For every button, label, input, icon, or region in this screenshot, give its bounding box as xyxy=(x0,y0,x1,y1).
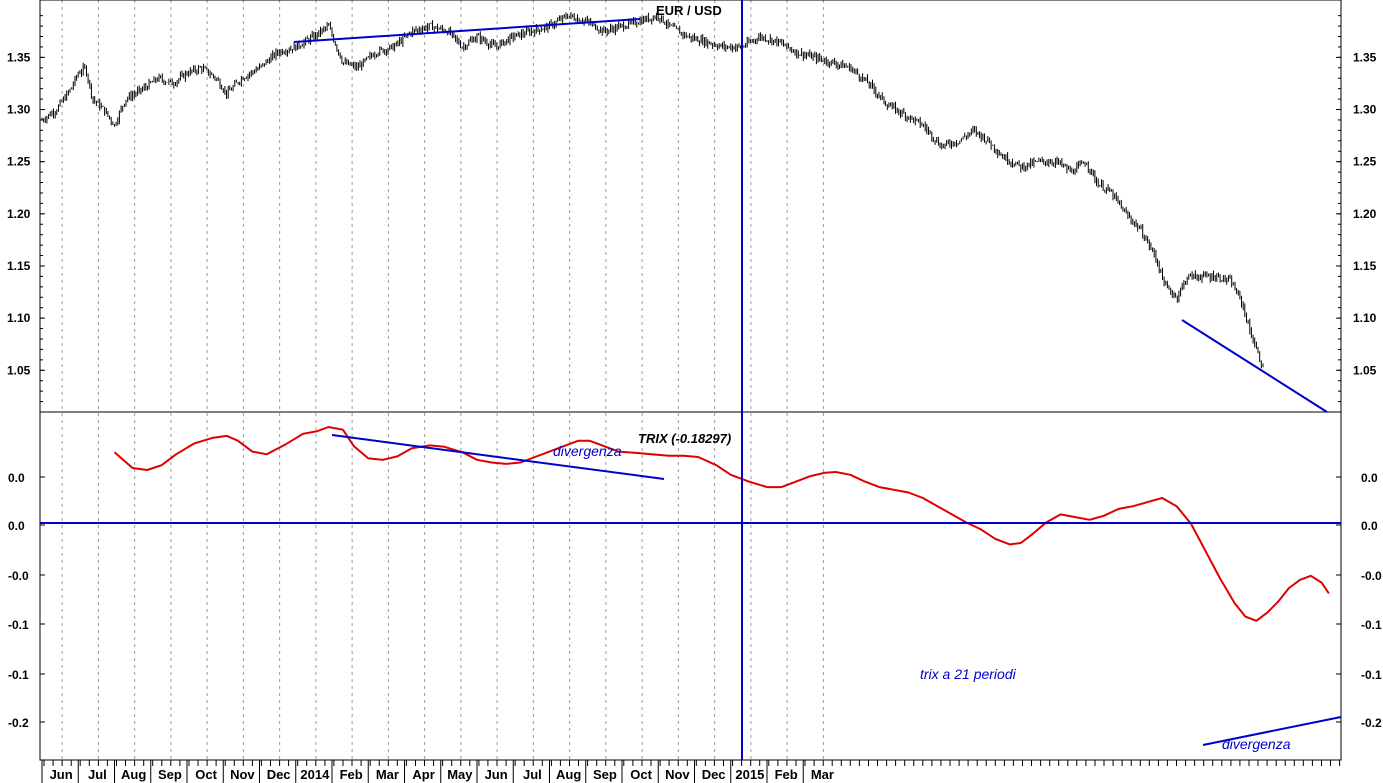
price-y-label-right: 1.25 xyxy=(1353,155,1377,169)
price-y-label-right: 1.35 xyxy=(1353,50,1377,64)
trix-y-label-left: -0.2 xyxy=(8,716,29,730)
x-tick-label: 2014 xyxy=(300,767,330,782)
trix-series xyxy=(113,426,1330,622)
trix-y-label-right: 0.0 xyxy=(1361,519,1378,533)
price-y-label-left: 1.10 xyxy=(7,311,31,325)
price-y-label-left: 1.05 xyxy=(7,363,31,377)
x-tick-label: Apr xyxy=(412,767,434,782)
trix-divergence-line xyxy=(331,434,665,480)
x-tick-label: May xyxy=(447,767,473,782)
trix-y-label-right: -0.1 xyxy=(1361,668,1382,682)
trix-y-label-left: -0.0 xyxy=(8,569,29,583)
axes: Jun Jul Aug Sep Oct Nov Dec 2014 Feb Mar Apr May Jun… xyxy=(7,15,1382,783)
x-tick-label: Dec xyxy=(267,767,291,782)
price-y-label-left: 1.15 xyxy=(7,259,31,273)
trix-title: TRIX (-0.18297) xyxy=(638,431,731,446)
trix-line xyxy=(113,426,1330,622)
x-tick-label: Nov xyxy=(665,767,690,782)
x-tick-label: Nov xyxy=(230,767,255,782)
x-tick-label: Jun xyxy=(50,767,73,782)
price-trend-line xyxy=(1181,319,1328,413)
x-tick-label: Jul xyxy=(88,767,107,782)
trix-y-label-left: -0.1 xyxy=(8,618,29,632)
trix-y-label-right: 0.0 xyxy=(1361,471,1378,485)
price-y-label-right: 1.15 xyxy=(1353,259,1377,273)
price-y-label-right: 1.05 xyxy=(1353,363,1377,377)
trix-y-label-right: -0.1 xyxy=(1361,618,1382,632)
x-tick-label: Sep xyxy=(593,767,617,782)
price-y-label-right: 1.20 xyxy=(1353,207,1377,221)
x-tick-label: Jul xyxy=(523,767,542,782)
divergence-label-top: divergenza xyxy=(553,443,622,459)
price-y-label-left: 1.20 xyxy=(7,207,31,221)
trix-y-label-left: -0.1 xyxy=(8,668,29,682)
price-y-label-right: 1.30 xyxy=(1353,103,1377,117)
x-tick-label: Mar xyxy=(376,767,399,782)
x-tick-label: Aug xyxy=(556,767,581,782)
price-y-label-left: 1.35 xyxy=(7,50,31,64)
x-tick-label: Oct xyxy=(195,767,217,782)
x-tick-label: Aug xyxy=(121,767,146,782)
price-title: EUR / USD xyxy=(656,3,722,18)
month-gridlines xyxy=(61,0,824,760)
trix-y-label-right: -0.0 xyxy=(1361,569,1382,583)
x-tick-label: Feb xyxy=(340,767,363,782)
trix-y-label-left: 0.0 xyxy=(8,519,25,533)
price-y-label-left: 1.25 xyxy=(7,155,31,169)
x-tick-label: Sep xyxy=(158,767,182,782)
x-tick-label: Mar xyxy=(811,767,834,782)
trix-y-label-right: -0.2 xyxy=(1361,716,1382,730)
trix-y-label-left: 0.0 xyxy=(8,471,25,485)
trix-divergence-line-2 xyxy=(1202,716,1342,746)
divergence-label-bottom: divergenza xyxy=(1222,736,1291,752)
price-divergence-line xyxy=(293,18,641,43)
price-series xyxy=(41,12,1264,369)
x-tick-label: Dec xyxy=(702,767,726,782)
plot-frame xyxy=(39,0,1342,761)
x-tick-label: Feb xyxy=(775,767,798,782)
x-tick-label: Oct xyxy=(630,767,652,782)
trix-period-label: trix a 21 periodi xyxy=(920,666,1017,682)
price-y-label-right: 1.10 xyxy=(1353,311,1377,325)
price-y-label-left: 1.30 xyxy=(7,103,31,117)
x-tick-label: 2015 xyxy=(735,767,764,782)
x-tick-label: Jun xyxy=(485,767,508,782)
